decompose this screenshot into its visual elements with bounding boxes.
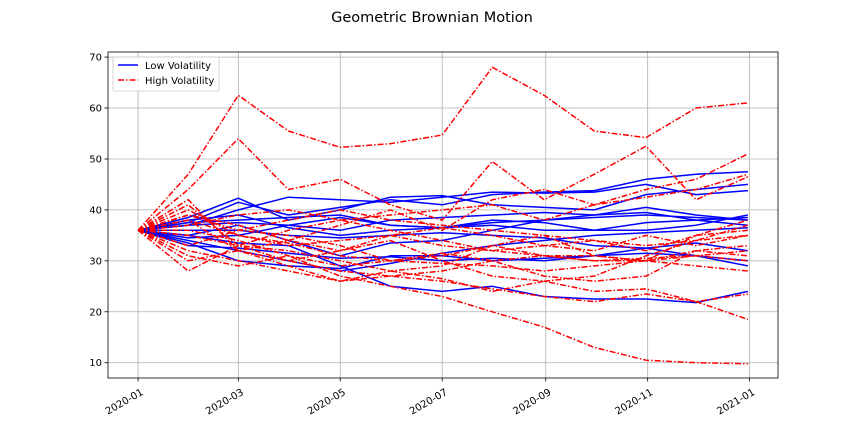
series-line [137, 214, 749, 252]
series-line [137, 209, 748, 247]
x-tick-label: 2020-03 [204, 387, 246, 417]
series-line [137, 183, 748, 232]
y-tick-label: 60 [89, 104, 102, 115]
y-tick-label: 50 [89, 154, 102, 165]
y-axis: 10 20 30 40 50 60 70 [89, 53, 108, 369]
y-tick-label: 30 [89, 256, 102, 267]
y-tick-label: 70 [89, 53, 102, 64]
plot-area-frame [107, 51, 779, 379]
y-tick-label: 10 [89, 358, 102, 369]
series-line [137, 224, 749, 282]
y-tick-label: 40 [89, 205, 102, 216]
series-line [137, 198, 749, 303]
legend-label-low: Low Volatility [145, 61, 211, 72]
x-tick-label: 2020-07 [408, 387, 450, 417]
series-line [138, 209, 748, 262]
series-line [138, 229, 748, 272]
series-line [137, 137, 749, 231]
series-line [137, 209, 748, 252]
series-line [137, 229, 748, 365]
series-line [138, 229, 749, 304]
series-line [137, 170, 748, 232]
series-line [137, 229, 748, 282]
x-axis: 2020-01 2020-03 2020-05 2020-07 2020-09 2020-… [104, 378, 757, 417]
high-volatility-series [137, 66, 749, 365]
series-line [137, 66, 748, 231]
legend-label-high: High Volatility [145, 76, 214, 87]
series-line [138, 211, 748, 232]
legend-box [112, 56, 220, 92]
series-line [138, 183, 748, 232]
x-tick-label: 2021-01 [715, 387, 757, 417]
y-tick-label: 20 [89, 307, 102, 318]
series-line [137, 219, 749, 282]
series-line [137, 173, 749, 252]
x-tick-label: 2020-05 [306, 387, 348, 417]
x-tick-label: 2020-01 [104, 387, 146, 417]
chart-title: Geometric Brownian Motion [331, 10, 533, 26]
series-lines [137, 66, 749, 365]
legend: Low Volatility High Volatility [112, 56, 220, 92]
series-line [137, 229, 748, 262]
x-tick-label: 2020-11 [613, 387, 655, 417]
series-line [137, 219, 748, 262]
x-tick-label: 2020-09 [512, 387, 554, 417]
